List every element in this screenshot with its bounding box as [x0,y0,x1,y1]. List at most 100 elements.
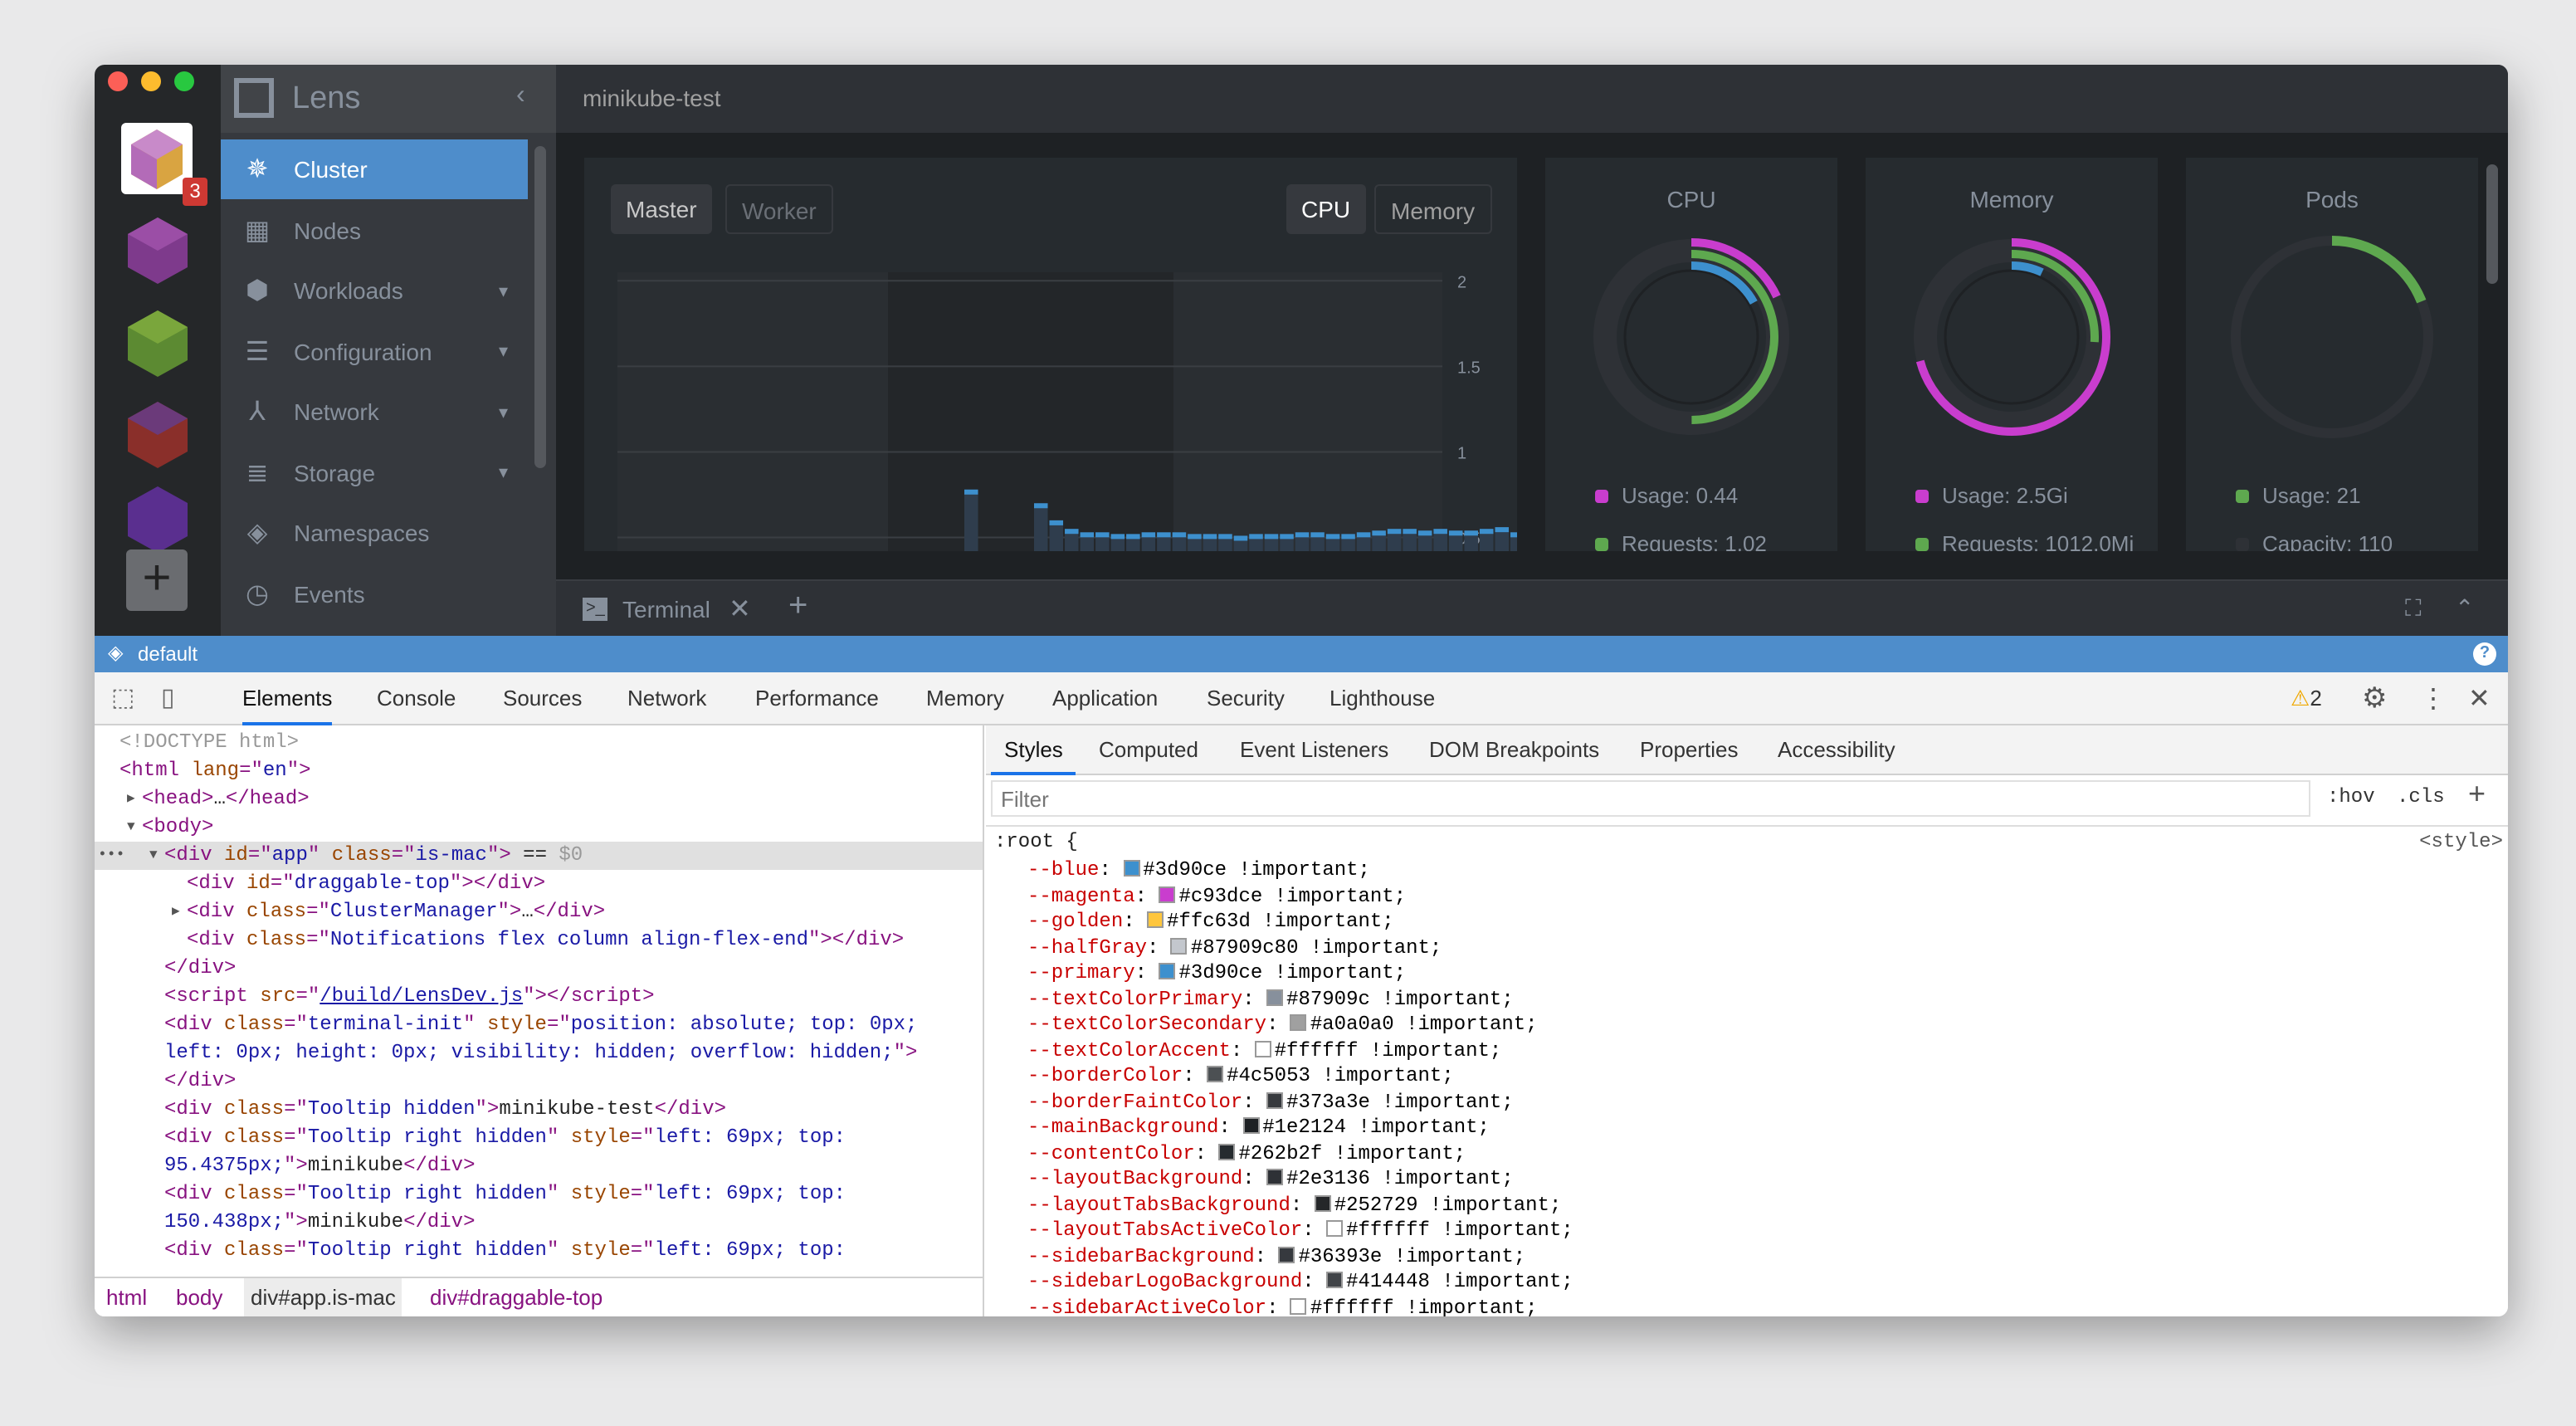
dom-node-line[interactable]: </div> [95,955,983,983]
new-style-rule-icon[interactable]: + [2468,777,2486,810]
css-variable-row[interactable]: --magenta: #c93dce !important; [1027,884,1406,909]
subtab-styles[interactable]: Styles [991,737,1076,775]
expand-arrow-icon[interactable]: ▶ [172,905,180,920]
tab-memory[interactable]: Memory [926,686,1004,711]
css-variable-row[interactable]: --textColorPrimary: #87909c !important; [1027,987,1514,1012]
dom-node-line[interactable]: ▶ <head>…</head> [95,785,983,813]
breadcrumb-item[interactable]: div#draggable-top [430,1285,603,1310]
css-variable-row[interactable]: --blue: #3d90ce !important; [1027,858,1370,883]
sidebar-item-nodes[interactable]: ▦ Nodes [221,200,528,260]
more-options-icon[interactable]: ⋮ [2420,686,2447,714]
color-swatch[interactable] [1266,1091,1284,1108]
color-swatch[interactable] [1278,1246,1295,1262]
subtab-accessibility[interactable]: Accessibility [1778,737,1895,762]
color-swatch[interactable] [1170,937,1188,954]
main-scrollbar[interactable] [2486,164,2498,284]
chevron-down-icon[interactable]: ▾ [498,281,508,301]
sidebar-item-storage[interactable]: ≣ Storage ▾ [221,442,528,502]
css-variable-row[interactable]: --golden: #ffc63d !important; [1027,910,1394,935]
dom-node-line[interactable]: <div id="draggable-top"></div> [95,870,983,898]
dom-node-line[interactable]: <html lang="en"> [95,757,983,785]
css-variable-row[interactable]: --contentColor: #262b2f !important; [1027,1141,1466,1166]
sidebar-item-cluster[interactable]: ✵ Cluster [221,139,528,199]
css-variable-row[interactable]: --textColorSecondary: #a0a0a0 !important… [1027,1013,1538,1038]
cls-toggle[interactable]: .cls [2397,785,2445,808]
breadcrumb-item[interactable]: html [106,1285,148,1310]
css-variable-row[interactable]: --sidebarActiveColor: #ffffff !important… [1027,1296,1538,1316]
tab-lighthouse[interactable]: Lighthouse [1329,686,1436,711]
inspect-element-icon[interactable]: ⬚ [111,684,135,712]
color-swatch[interactable] [1159,886,1176,902]
cluster-icon-minikube-test[interactable] [121,123,193,194]
color-swatch[interactable] [1266,1169,1284,1185]
close-devtools-icon[interactable]: ✕ [2468,686,2491,714]
expand-arrow-icon[interactable]: ▶ [127,792,135,807]
color-swatch[interactable] [1314,1194,1331,1211]
tab-sources[interactable]: Sources [503,686,583,711]
color-swatch[interactable] [1218,1143,1236,1160]
color-swatch[interactable] [1266,989,1284,1005]
css-variable-row[interactable]: --borderColor: #4c5053 !important; [1027,1064,1454,1089]
color-swatch[interactable] [1242,1117,1260,1134]
css-variable-row[interactable]: --mainBackground: #1e2124 !important; [1027,1116,1490,1140]
subtab-event-listeners[interactable]: Event Listeners [1240,737,1389,762]
tab-performance[interactable]: Performance [755,686,879,711]
dom-node-line[interactable]: <!DOCTYPE html> [95,729,983,757]
tab-console[interactable]: Console [377,686,456,711]
color-swatch[interactable] [1326,1272,1344,1288]
dom-node-line[interactable]: <script src="/build/LensDev.js"></script… [95,983,983,1011]
code-token[interactable]: /build/LensDev.js [320,984,524,1008]
dom-node-line[interactable]: </div> [95,1067,983,1096]
css-variable-row[interactable]: --textColorAccent: #ffffff !important; [1027,1038,1501,1063]
css-variable-row[interactable]: --sidebarBackground: #36393e !important; [1027,1244,1525,1269]
sidebar-item-workloads[interactable]: ⬢ Workloads ▾ [221,261,528,320]
css-variable-row[interactable]: --borderFaintColor: #373a3e !important; [1027,1090,1514,1115]
tab-network[interactable]: Network [627,686,707,711]
collapse-sidebar-icon[interactable]: ‹ [516,81,525,110]
tab-master[interactable]: Master [611,184,712,234]
tab-worker[interactable]: Worker [725,184,833,234]
sidebar-item-events[interactable]: ◷ Events [221,564,528,623]
subtab-computed[interactable]: Computed [1099,737,1198,762]
collapse-arrow-icon[interactable]: ▼ [127,820,135,835]
sidebar-item-configuration[interactable]: ☰ Configuration ▾ [221,321,528,381]
warnings-count[interactable]: ⚠2 [2291,686,2322,712]
dom-node-line[interactable]: <div class="Tooltip right hidden" style=… [95,1124,983,1152]
zoom-window-button[interactable] [174,71,194,91]
sidebar-item-network[interactable]: ⅄ Network ▾ [221,382,528,442]
css-variable-row[interactable]: --sidebarLogoBackground: #414448 !import… [1027,1270,1573,1295]
sidebar-scrollbar[interactable] [534,146,546,468]
new-tab-icon[interactable]: + [788,588,808,624]
subtab-properties[interactable]: Properties [1640,737,1739,762]
sidebar-item-namespaces[interactable]: ◈ Namespaces [221,503,528,563]
collapse-arrow-icon[interactable]: ▼ [149,848,158,863]
tab-memory[interactable]: Memory [1374,184,1492,234]
tab-elements[interactable]: Elements [242,686,333,725]
dom-node-line[interactable]: left: 0px; height: 0px; visibility: hidd… [95,1039,983,1067]
add-cluster-button[interactable]: + [126,549,188,611]
dom-node-line[interactable]: <div class="terminal-init" style="positi… [95,1011,983,1039]
color-swatch[interactable] [1207,1066,1224,1082]
hov-toggle[interactable]: :hov [2327,785,2375,808]
tab-security[interactable]: Security [1207,686,1285,711]
color-swatch[interactable] [1147,911,1164,928]
color-swatch[interactable] [1159,963,1176,979]
chevron-down-icon[interactable]: ▾ [498,403,508,422]
dom-node-line[interactable]: <div class="Tooltip right hidden" style=… [95,1237,983,1265]
color-swatch[interactable] [1254,1040,1271,1057]
terminal-tab[interactable]: Terminal [622,596,710,623]
close-terminal-icon[interactable]: ✕ [729,596,751,624]
css-variable-row[interactable]: --layoutBackground: #2e3136 !important; [1027,1167,1514,1192]
gear-icon[interactable]: ⚙ [2362,682,2388,714]
more-icon[interactable]: ••• [98,847,125,863]
dom-node-line[interactable]: <div class="Tooltip right hidden" style=… [95,1180,983,1209]
breadcrumb-item[interactable]: div#app.is-mac [244,1278,402,1316]
device-toolbar-icon[interactable]: ▯ [161,684,175,712]
dom-node-line[interactable]: 150.438px;">minikube</div> [95,1209,983,1237]
tab-cpu[interactable]: CPU [1286,184,1366,234]
rule-source-link[interactable]: <style> [2419,830,2503,853]
elements-tree[interactable]: <!DOCTYPE html> <html lang="en"> ▶ <head>…<… [95,725,984,1316]
fullscreen-icon[interactable]: ⛶ [2405,594,2422,621]
chevron-down-icon[interactable]: ▾ [498,342,508,362]
css-variable-row[interactable]: --layoutTabsActiveColor: #ffffff !import… [1027,1218,1573,1243]
